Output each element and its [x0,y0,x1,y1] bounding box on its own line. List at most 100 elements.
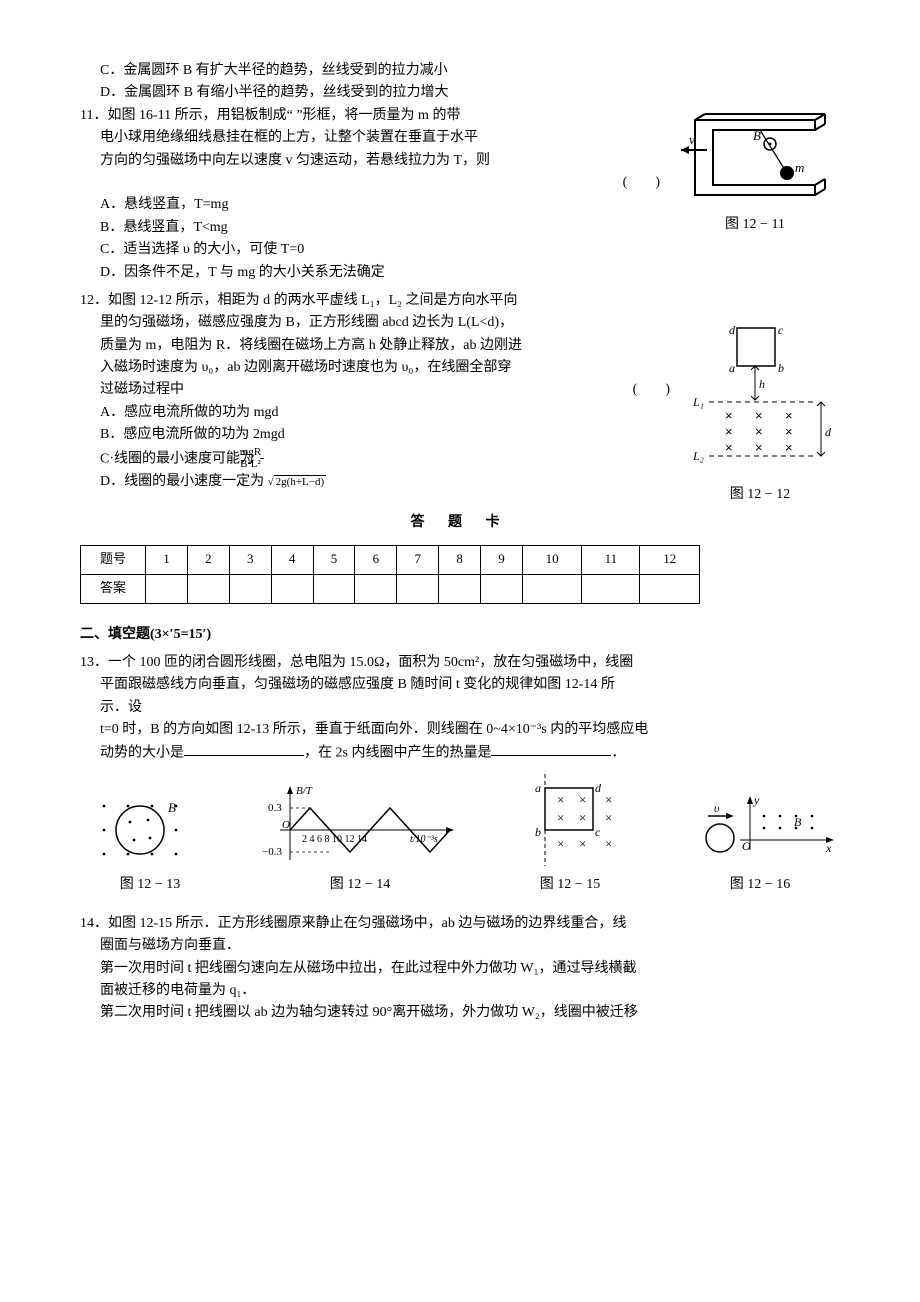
fig16-y: y [753,793,760,807]
q12-opt-c-frac: mgRB²L² [258,447,266,471]
q13-stem-5end: ． [611,745,625,760]
figure-12-13: B [90,790,210,870]
q12-opt-d-label: D．线圈的最小速度一定为 [100,474,268,489]
answer-col-3: 3 [229,545,271,574]
fig-12-12-caption: 图 12 − 12 [730,484,790,506]
q14-stem-5: 第二次用时间 t 把线圈以 ab 边为轴匀速转过 90°离开磁场，外力做功 W₂… [80,1002,840,1024]
answer-col-4: 4 [271,545,313,574]
answer-col-7: 7 [397,545,439,574]
fig15-c: c [595,825,601,839]
fig14-y1: 0.3 [268,802,282,814]
figure-12-12: d c a b h L₁ L₂ [685,320,835,480]
q13-stem-1: 13．一个 100 匝的闭合圆形线圈，总电阻为 15.0Ω，面积为 50cm²，… [80,652,840,674]
answer-col-9: 9 [481,545,523,574]
svg-text:×: × [579,810,586,825]
q12-opt-d-sqrt: √2g(h+L−d) [268,475,327,488]
q12-opt-b: B．感应电流所做的功为 2mgd [80,424,680,446]
figure-12-15: a d b c ××× ××× ××× [505,770,635,870]
q12-opt-d: D．线圈的最小速度一定为 √2g(h+L−d) [80,471,680,493]
q11-opt-d: D．因条件不足，T 与 mg 的大小关系无法确定 [80,262,670,284]
answer-row1-label: 题号 [81,545,146,574]
q13-blank1 [184,742,304,756]
fig14-O: O [282,819,290,831]
figure-12-11: v B m [675,100,835,210]
fig12-label-L1: L₁ [692,395,704,409]
svg-text:×: × [755,424,763,439]
q13-blank2 [491,742,611,756]
svg-text:×: × [579,836,586,851]
answer-col-6: 6 [355,545,397,574]
q13-stem-5a: 动势的大小是 [100,745,184,760]
fig16-O: O [742,839,751,853]
svg-text:×: × [755,408,763,423]
svg-text:×: × [605,810,612,825]
answer-col-12: 12 [640,545,700,574]
fig13-label-B: B [168,800,176,815]
q11-paren: ( ) [80,172,670,194]
answer-col-11: 11 [582,545,640,574]
fig16-v: υ [714,801,720,815]
answer-row2-label: 答案 [81,574,146,603]
fig-12-16-caption: 图 12 − 16 [730,874,790,896]
svg-text:×: × [605,836,612,851]
answer-card-table: 题号 1 2 3 4 5 6 7 8 9 10 11 12 答案 [80,545,700,604]
q14-stem-2: 圈面与磁场方向垂直． [80,935,840,957]
answer-col-8: 8 [439,545,481,574]
fig12-label-b: b [778,361,784,375]
q12-stem-5-text: 过磁场过程中 [100,382,184,397]
q13-stem-3: 示．设 [80,697,840,719]
fig12-label-dimd: d [825,425,832,439]
q12-c-den: B²L² [260,459,264,471]
fig15-d: d [595,781,602,795]
section-2-heading: 二、填空题(3×′5=15′) [80,624,840,646]
fig15-a: a [535,781,541,795]
fig14-y-axis: B/T [296,785,313,797]
answer-col-2: 2 [187,545,229,574]
q12-d-sqrt-body: 2g(h+L−d) [274,475,326,488]
q12-opt-c-label: C·线圈的最小速度可能为 [100,451,258,466]
q13-stem-2: 平面跟磁感线方向垂直，匀强磁场的磁感应强度 B 随时间 t 变化的规律如图 12… [80,674,840,696]
fig14-y2: −0.3 [262,846,282,858]
q11-opt-a: A．悬线竖直，T=mg [80,194,670,216]
fig12-label-L2: L₂ [692,449,704,463]
table-row: 答案 [81,574,700,603]
fig11-label-m: m [795,160,804,175]
svg-text:×: × [725,440,733,455]
table-row: 题号 1 2 3 4 5 6 7 8 9 10 11 12 [81,545,700,574]
q12-opt-a: A．感应电流所做的功为 mgd [80,402,680,424]
answer-col-5: 5 [313,545,355,574]
q14-stem-3: 第一次用时间 t 把线圈匀速向左从磁场中拉出，在此过程中外力做功 W₁，通过导线… [80,958,840,980]
fig-12-15-caption: 图 12 − 15 [540,874,600,896]
svg-text:×: × [557,810,564,825]
fig14-xunit: t/10⁻³s [410,834,438,845]
answer-col-10: 10 [522,545,581,574]
q12-stem-4: 入磁场时速度为 υ₀，ab 边刚离开磁场时速度也为 υ₀，在线圈全部穿 [80,357,680,379]
q11-stem-1: 11．如图 16-11 所示，用铝板制成“ ”形框，将一质量为 m 的带 [80,105,670,127]
svg-text:×: × [579,792,586,807]
q12-opt-c: C·线圈的最小速度可能为 mgRB²L² [80,447,680,471]
figure-12-16: υ y O x B [680,790,840,870]
q14-stem-4: 面被迁移的电荷量为 q₁． [80,980,840,1002]
q12-stem-1: 12．如图 12-12 所示，相距为 d 的两水平虚线 L₁，L₂ 之间是方向水… [80,290,680,312]
answer-card-title: 答 题 卡 [80,512,840,534]
q14-stem-1: 14．如图 12-15 所示．正方形线圈原来静止在匀强磁场中，ab 边与磁场的边… [80,913,840,935]
q13-stem-4: t=0 时，B 的方向如图 12-13 所示，垂直于纸面向外．则线圈在 0~4×… [80,719,840,741]
fig12-label-c: c [778,323,784,337]
q12-stem-5: 过磁场过程中 ( ) [80,379,680,401]
fig15-b: b [535,825,541,839]
fig12-label-d: d [729,323,736,337]
q13-stem-5: 动势的大小是 ，在 2s 内线圈中产生的热量是 ． [80,742,840,765]
svg-text:×: × [785,440,793,455]
fig12-label-h: h [759,377,765,391]
fig-12-14-caption: 图 12 − 14 [330,874,390,896]
q12-stem-3: 质量为 m，电阻为 R．将线圈在磁场上方高 h 处静止释放，ab 边刚进 [80,335,680,357]
svg-text:×: × [557,792,564,807]
fig16-B: B [794,815,802,829]
answer-col-1: 1 [146,545,188,574]
figure-12-14: B/T 0.3 −0.3 O 2 4 6 8 10 12 14 t/10⁻³s [260,780,460,870]
svg-text:×: × [725,424,733,439]
q13-stem-5mid: ，在 2s 内线圈中产生的热量是 [304,745,491,760]
q12-paren: ( ) [633,379,680,401]
fig-12-11-caption: 图 12 − 11 [725,214,785,236]
svg-text:×: × [725,408,733,423]
